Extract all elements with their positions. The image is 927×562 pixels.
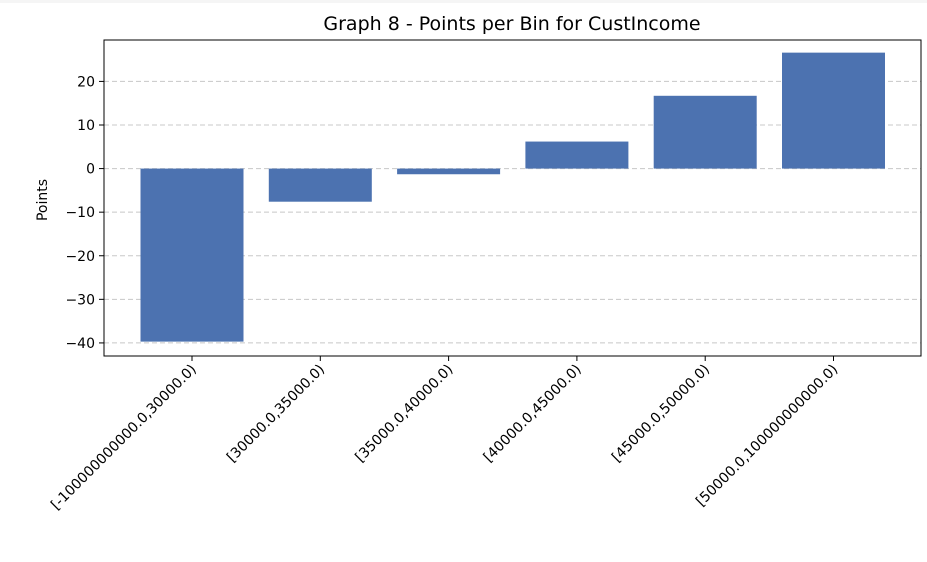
x-tick-label: [45000.0,50000.0) (609, 362, 713, 466)
y-axis-title: Points (35, 179, 51, 221)
top-strip (0, 0, 927, 3)
y-tick-label: 20 (77, 74, 95, 90)
x-tick-label: [-100000000000.0,30000.0) (48, 362, 200, 514)
y-tick-label: −40 (65, 336, 95, 352)
y-axis-ticks: −40 −30 −20 −10 0 10 20 (65, 74, 104, 352)
bar (653, 95, 757, 169)
plot-frame (103, 39, 922, 357)
bar (782, 52, 885, 169)
y-tick-label: 0 (86, 162, 95, 178)
x-tick-label: [35000.0,40000.0) (352, 362, 456, 466)
y-tick-label: −30 (65, 292, 95, 308)
bar (140, 168, 244, 342)
bar (397, 168, 501, 175)
x-axis-ticks: [-100000000000.0,30000.0) [30000.0,35000.… (48, 356, 841, 513)
y-tick-label: 10 (77, 118, 95, 134)
y-tick-label: −20 (65, 249, 95, 265)
x-tick-label: [40000.0,45000.0) (481, 362, 585, 466)
bar (525, 141, 629, 169)
y-tick-label: −10 (65, 205, 95, 221)
x-tick-label: [50000.0,100000000000.0) (693, 362, 841, 510)
bar (268, 168, 372, 202)
bars (140, 52, 885, 342)
chart-title: Graph 8 - Points per Bin for CustIncome (323, 13, 700, 35)
x-tick-label: [30000.0,35000.0) (224, 362, 328, 466)
